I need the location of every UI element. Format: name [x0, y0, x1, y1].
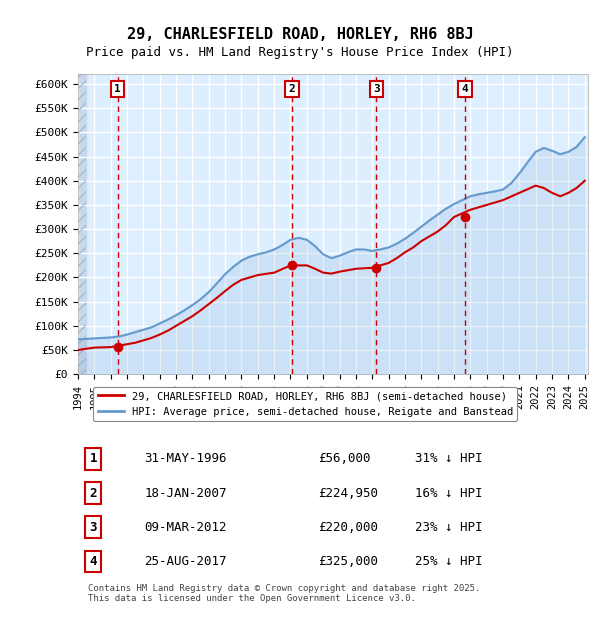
Text: 1: 1	[89, 453, 97, 466]
Bar	[78, 74, 86, 374]
Text: 29, CHARLESFIELD ROAD, HORLEY, RH6 8BJ: 29, CHARLESFIELD ROAD, HORLEY, RH6 8BJ	[127, 27, 473, 42]
Text: £325,000: £325,000	[318, 555, 378, 568]
Text: 16% ↓ HPI: 16% ↓ HPI	[415, 487, 482, 500]
Text: 3: 3	[89, 521, 97, 534]
Bar	[78, 74, 86, 374]
Text: 1: 1	[114, 84, 121, 94]
Text: Contains HM Land Registry data © Crown copyright and database right 2025.
This d: Contains HM Land Registry data © Crown c…	[88, 583, 481, 603]
Text: 25% ↓ HPI: 25% ↓ HPI	[415, 555, 482, 568]
Text: 31-MAY-1996: 31-MAY-1996	[145, 453, 227, 466]
Text: 2: 2	[89, 487, 97, 500]
Text: 3: 3	[373, 84, 380, 94]
Text: 31% ↓ HPI: 31% ↓ HPI	[415, 453, 482, 466]
Text: £56,000: £56,000	[318, 453, 370, 466]
Legend: 29, CHARLESFIELD ROAD, HORLEY, RH6 8BJ (semi-detached house), HPI: Average price: 29, CHARLESFIELD ROAD, HORLEY, RH6 8BJ (…	[94, 387, 517, 421]
Text: 4: 4	[461, 84, 468, 94]
Text: 09-MAR-2012: 09-MAR-2012	[145, 521, 227, 534]
Text: 2: 2	[289, 84, 295, 94]
Text: 25-AUG-2017: 25-AUG-2017	[145, 555, 227, 568]
Text: 23% ↓ HPI: 23% ↓ HPI	[415, 521, 482, 534]
Text: 4: 4	[89, 555, 97, 568]
Text: £220,000: £220,000	[318, 521, 378, 534]
Text: £224,950: £224,950	[318, 487, 378, 500]
Text: Price paid vs. HM Land Registry's House Price Index (HPI): Price paid vs. HM Land Registry's House …	[86, 46, 514, 59]
Text: 18-JAN-2007: 18-JAN-2007	[145, 487, 227, 500]
